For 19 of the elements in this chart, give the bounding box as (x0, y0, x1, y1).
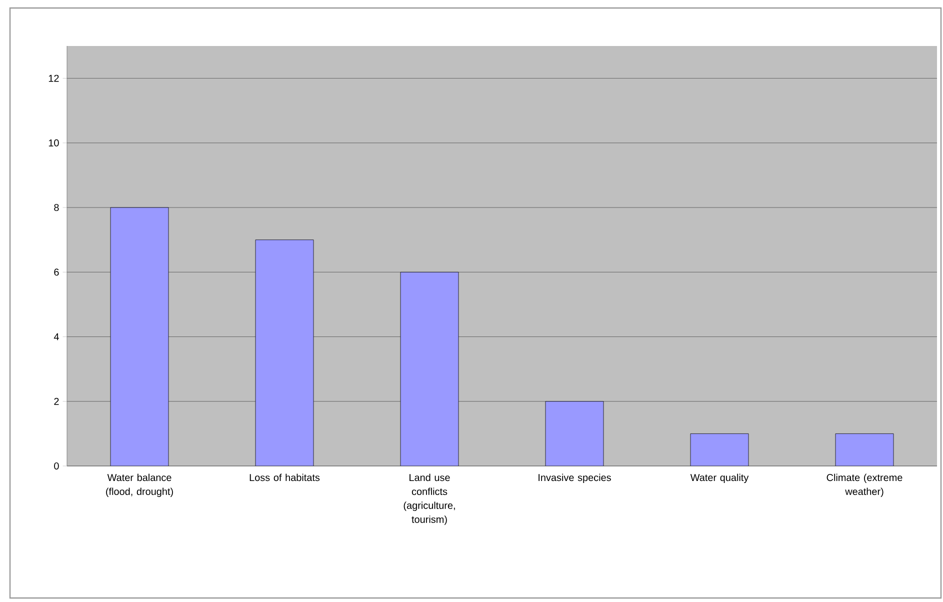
x-tick-label: Water balance (flood, drought) (106, 474, 173, 497)
bar (835, 433, 894, 466)
bar (110, 207, 169, 466)
y-tick-label: 2 (54, 398, 59, 405)
y-tick-label: 10 (48, 139, 59, 146)
x-tick-label: Climate (extreme weather) (826, 474, 902, 497)
x-tick-label: Loss of habitats (250, 474, 320, 482)
bar (545, 401, 604, 466)
y-tick-label: 6 (54, 268, 59, 276)
bar (690, 433, 749, 466)
bar (255, 240, 314, 466)
x-tick-label: Invasive species (538, 474, 611, 484)
y-tick-label: 4 (54, 333, 59, 340)
bar (400, 272, 459, 466)
x-tick-label: Water quality (690, 474, 749, 484)
y-tick-label: 0 (54, 462, 59, 470)
x-tick-label: Land use conflicts (agriculture, tourism) (404, 474, 455, 525)
y-tick-label: 12 (48, 74, 59, 82)
y-tick-label: 8 (54, 204, 59, 212)
